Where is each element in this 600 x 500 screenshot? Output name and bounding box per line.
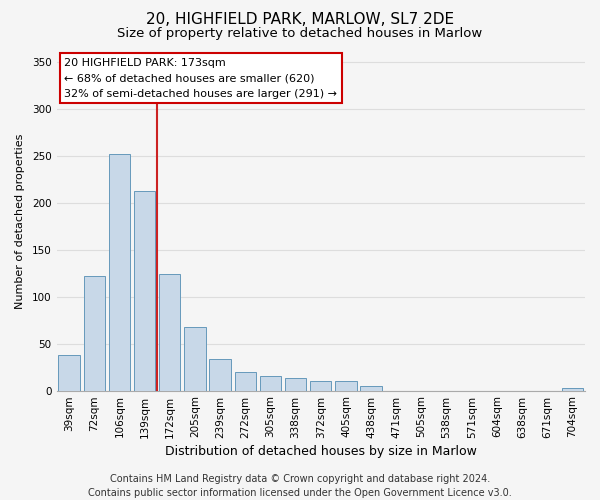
Y-axis label: Number of detached properties: Number of detached properties — [15, 134, 25, 309]
Bar — [58, 355, 80, 390]
Text: Contains HM Land Registry data © Crown copyright and database right 2024.
Contai: Contains HM Land Registry data © Crown c… — [88, 474, 512, 498]
Bar — [134, 190, 155, 390]
Text: 20 HIGHFIELD PARK: 173sqm
← 68% of detached houses are smaller (620)
32% of semi: 20 HIGHFIELD PARK: 173sqm ← 68% of detac… — [64, 58, 337, 99]
Bar — [260, 376, 281, 390]
Bar — [109, 154, 130, 390]
Bar — [562, 388, 583, 390]
Text: Size of property relative to detached houses in Marlow: Size of property relative to detached ho… — [118, 28, 482, 40]
Bar — [83, 276, 105, 390]
Bar — [335, 381, 356, 390]
Bar — [235, 372, 256, 390]
Bar — [184, 326, 206, 390]
Bar — [209, 358, 231, 390]
Bar — [310, 381, 331, 390]
Bar — [159, 274, 181, 390]
Text: 20, HIGHFIELD PARK, MARLOW, SL7 2DE: 20, HIGHFIELD PARK, MARLOW, SL7 2DE — [146, 12, 454, 28]
X-axis label: Distribution of detached houses by size in Marlow: Distribution of detached houses by size … — [165, 444, 477, 458]
Bar — [361, 386, 382, 390]
Bar — [285, 378, 307, 390]
